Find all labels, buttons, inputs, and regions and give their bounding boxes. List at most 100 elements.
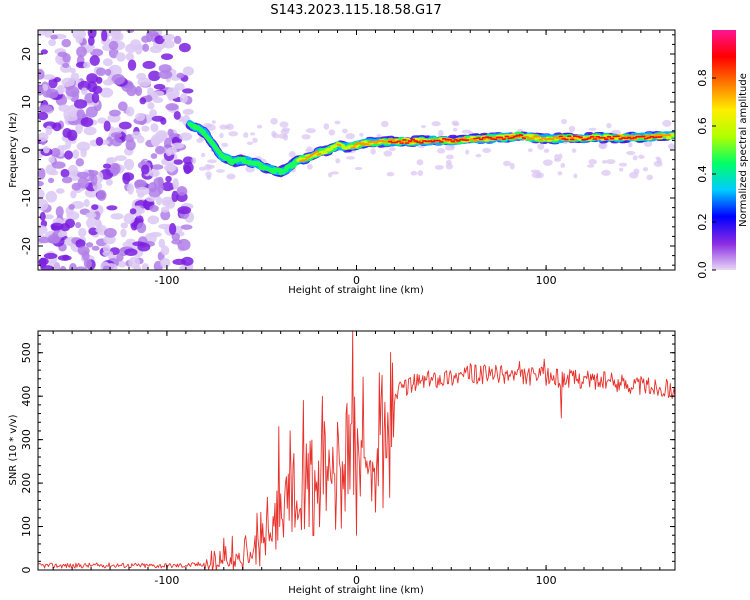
heatmap-halo-blob	[667, 143, 675, 150]
heatmap-ridge-segment	[269, 169, 278, 175]
heatmap-noise-blob	[83, 258, 93, 269]
heatmap-noise-blob	[69, 263, 77, 270]
x-tick-label: -100	[154, 274, 179, 287]
heatmap-noise-blob	[179, 264, 190, 270]
heatmap-noise-blob	[101, 30, 108, 42]
heatmap-ridge-segment	[302, 158, 308, 162]
heatmap-noise-blob	[137, 242, 151, 252]
heatmap-noise-blob	[176, 72, 185, 79]
heatmap-noise-blob	[123, 213, 135, 224]
heatmap-halo-blob	[359, 132, 364, 137]
heatmap-halo-blob	[638, 154, 645, 159]
heatmap-noise-blob	[165, 175, 172, 183]
heatmap-halo-blob	[420, 125, 426, 129]
heatmap-noise-blob	[73, 99, 88, 109]
heatmap-noise-blob	[42, 74, 56, 81]
heatmap-noise-blob	[155, 196, 162, 206]
heatmap-noise-blob	[149, 109, 157, 118]
heatmap-noise-blob	[90, 174, 98, 186]
heatmap-noise-blob	[67, 164, 79, 176]
heatmap-halo-blob	[219, 132, 224, 139]
heatmap-noise-blob	[62, 127, 72, 138]
heatmap-halo-blob	[345, 133, 355, 140]
heatmap-halo-blob	[461, 129, 472, 134]
heatmap-noise-blob	[151, 164, 164, 170]
x-tick-label: 100	[536, 274, 557, 287]
heatmap-noise-blob	[111, 73, 126, 85]
heatmap-noise-blob	[120, 222, 129, 229]
heatmap-ridge-segment	[313, 150, 319, 154]
heatmap-halo-blob	[482, 147, 492, 154]
heatmap-halo-blob	[588, 127, 597, 131]
colorbar-tick-label: 0.2	[696, 213, 709, 231]
heatmap-halo-blob	[410, 170, 418, 176]
heatmap-halo-blob	[280, 128, 289, 135]
heatmap-noise-blob	[177, 238, 191, 251]
heatmap-noise-blob	[180, 224, 193, 230]
heatmap-noise-blob	[115, 155, 127, 162]
heatmap-noise-blob	[167, 128, 174, 137]
heatmap-halo-blob	[543, 148, 550, 153]
heatmap-ridge-segment	[356, 141, 362, 145]
heatmap-noise-blob	[43, 252, 58, 259]
heatmap-halo-blob	[226, 173, 236, 180]
heatmap-noise-blob	[142, 43, 150, 52]
heatmap-halo-blob	[588, 158, 597, 165]
heatmap-noise-blob	[76, 141, 91, 152]
heatmap-noise-blob	[160, 53, 174, 60]
heatmap-noise-blob	[154, 35, 165, 45]
heatmap-halo-blob	[211, 120, 216, 124]
heatmap-noise-blob	[161, 196, 175, 205]
heatmap-noise-blob	[48, 39, 57, 47]
heatmap-halo-blob	[243, 132, 249, 139]
heatmap-noise-blob	[70, 72, 80, 81]
heatmap-halo-blob	[629, 171, 639, 179]
heatmap-halo-blob	[334, 120, 341, 125]
heatmap-noise-blob	[78, 227, 87, 238]
heatmap-noise-blob	[85, 106, 98, 118]
heatmap-noise-blob	[102, 265, 112, 270]
heatmap-halo-blob	[416, 159, 424, 166]
heatmap-noise-blob	[106, 205, 118, 211]
heatmap-halo-blob	[305, 128, 316, 134]
heatmap-noise-blob	[173, 35, 182, 45]
heatmap-halo-blob	[626, 150, 636, 156]
heatmap-noise-blob	[133, 207, 145, 215]
heatmap-noise-blob	[96, 67, 106, 76]
heatmap-noise-blob	[125, 106, 135, 117]
heatmap-noise-blob	[115, 32, 124, 41]
heatmap-halo-blob	[465, 149, 470, 155]
heatmap-noise-blob	[42, 83, 49, 92]
heatmap-noise-blob	[83, 199, 90, 208]
heatmap-noise-blob	[40, 49, 48, 55]
x-tick-label: 100	[536, 574, 557, 587]
heatmap-noise-blob	[76, 171, 90, 179]
heatmap-noise-blob	[83, 61, 91, 69]
heatmap-noise-blob	[103, 120, 111, 132]
heatmap-halo-blob	[301, 134, 311, 140]
heatmap-noise-blob	[103, 227, 117, 238]
heatmap-noise-blob	[150, 123, 159, 133]
heatmap-noise-blob	[68, 204, 75, 210]
heatmap-noise-blob	[110, 132, 123, 139]
heatmap-noise-blob	[62, 62, 70, 68]
colorbar-gradient	[712, 30, 736, 270]
heatmap-halo-blob	[219, 124, 228, 130]
heatmap-halo-blob	[215, 169, 225, 173]
heatmap-noise-blob	[102, 250, 114, 257]
heatmap-halo-blob	[452, 122, 460, 127]
heatmap-halo-blob	[632, 155, 638, 161]
heatmap-noise-blob	[141, 164, 150, 175]
heatmap-noise-blob	[168, 223, 177, 235]
heatmap-noise-blob	[177, 206, 192, 215]
heatmap-noise-blob	[157, 176, 164, 186]
heatmap-noise-blob	[165, 103, 179, 111]
heatmap-noise-blob	[136, 222, 147, 234]
heatmap-ridge-segment	[224, 155, 232, 162]
heatmap-halo-blob	[249, 132, 256, 136]
colorbar-tick-label: 0.0	[696, 261, 709, 279]
heatmap-halo-blob	[224, 125, 231, 129]
heatmap-halo-blob	[618, 162, 628, 167]
heatmap-noise-blob	[182, 156, 194, 165]
heatmap-halo-blob	[653, 160, 663, 167]
